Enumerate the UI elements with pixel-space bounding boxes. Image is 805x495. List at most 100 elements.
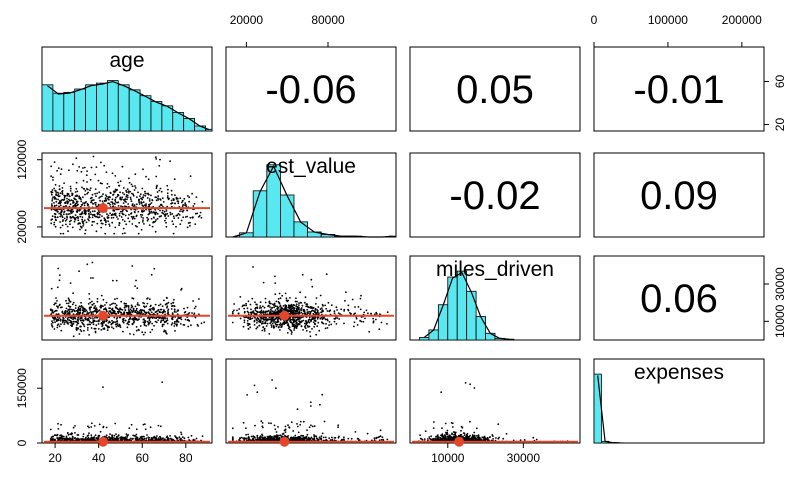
scatter-point	[94, 317, 96, 319]
scatter-point	[289, 328, 291, 331]
scatter-point	[289, 320, 291, 323]
scatter-point	[262, 326, 265, 328]
variable-label: age	[109, 49, 144, 72]
scatter-point	[247, 324, 250, 327]
scatter-point	[72, 210, 75, 213]
scatter-point	[280, 308, 283, 311]
scatter-point	[305, 303, 308, 306]
scatter-point	[311, 425, 314, 428]
scatter-point	[264, 436, 267, 439]
scatter-point	[111, 201, 114, 204]
scatter-point	[253, 324, 256, 326]
scatter-point	[180, 433, 183, 436]
scatter-point	[56, 169, 58, 172]
scatter-point	[196, 323, 199, 326]
scatter-point	[69, 223, 71, 226]
scatter-point	[270, 326, 273, 328]
scatter-point	[53, 328, 56, 330]
scatter-point	[175, 311, 177, 313]
scatter-point	[310, 278, 313, 281]
scatter-point	[295, 303, 298, 306]
scatter-point	[126, 436, 129, 438]
scatter-point	[320, 435, 323, 437]
scatter-point	[173, 325, 176, 327]
scatter-point	[79, 209, 81, 212]
scatter-point	[79, 318, 81, 320]
scatter-point	[85, 436, 87, 439]
scatter-point	[180, 318, 183, 321]
scatter-point	[138, 201, 141, 204]
scatter-point	[265, 316, 267, 319]
scatter-point	[100, 329, 103, 331]
scatter-point	[333, 312, 336, 314]
scatter-point	[117, 181, 119, 184]
panel-frame	[225, 255, 397, 341]
scatter-point	[294, 300, 297, 303]
scatter-point	[271, 312, 274, 315]
scatter-point	[104, 324, 107, 326]
scatter-point	[125, 195, 128, 198]
scatter-point	[105, 198, 107, 201]
scatter-point	[140, 310, 143, 312]
scatter-point	[146, 219, 149, 222]
scatter-point	[61, 187, 64, 189]
scatter-point	[263, 306, 266, 309]
scatter-point	[132, 434, 135, 437]
scatter-point	[66, 321, 68, 323]
scatter-point	[296, 318, 299, 321]
scatter-point	[264, 301, 267, 304]
scatter-point	[111, 198, 114, 201]
scatter-point	[243, 437, 246, 440]
scatter-point	[83, 204, 86, 207]
scatter-point	[165, 225, 168, 228]
hist-bar	[161, 105, 174, 132]
mean-point	[98, 203, 109, 214]
scatter-point	[131, 204, 134, 207]
scatter-point	[56, 316, 59, 319]
scatter-point	[289, 318, 292, 321]
scatter-point	[68, 308, 71, 310]
scatter-point	[382, 438, 385, 441]
scatter-point	[82, 309, 85, 311]
scatter-point	[308, 325, 311, 328]
scatter-point	[119, 316, 122, 319]
scatter-point	[53, 303, 56, 306]
scatter-point	[386, 438, 389, 441]
scatter-point	[120, 198, 123, 201]
scatter-point	[60, 201, 62, 204]
scatter-point	[54, 225, 57, 228]
scatter-point	[282, 322, 284, 325]
scatter-point	[106, 329, 109, 331]
scatter-point	[292, 430, 295, 432]
scatter-point	[149, 321, 152, 323]
scatter-point	[258, 324, 261, 327]
panel-expenses-miles_driven	[409, 358, 581, 447]
scatter-point	[237, 312, 240, 315]
scatter-point	[53, 212, 56, 215]
hist-bar	[52, 92, 65, 132]
scatter-point	[146, 302, 149, 305]
scatter-point	[96, 212, 99, 215]
scatter-point	[142, 196, 144, 199]
scatter-point	[127, 434, 130, 436]
scatter-point	[263, 330, 266, 332]
scatter-point	[64, 309, 67, 312]
scatter-point	[292, 319, 295, 322]
scatter-point	[298, 320, 301, 323]
scatter-point	[318, 329, 321, 332]
scatter-point	[135, 317, 138, 320]
scatter-point	[50, 309, 53, 312]
scatter-point	[66, 197, 68, 200]
scatter-point	[126, 198, 128, 201]
scatter-point	[105, 221, 107, 224]
scatter-point	[102, 305, 104, 307]
scatter-point	[252, 266, 254, 268]
scatter-point	[52, 317, 55, 319]
scatter-point	[270, 319, 273, 322]
scatter-point	[304, 327, 307, 329]
scatter-point	[173, 305, 176, 307]
scatter-point	[279, 304, 282, 307]
scatter-point	[83, 329, 85, 332]
scatter-point	[242, 421, 245, 424]
scatter-point	[268, 301, 271, 303]
